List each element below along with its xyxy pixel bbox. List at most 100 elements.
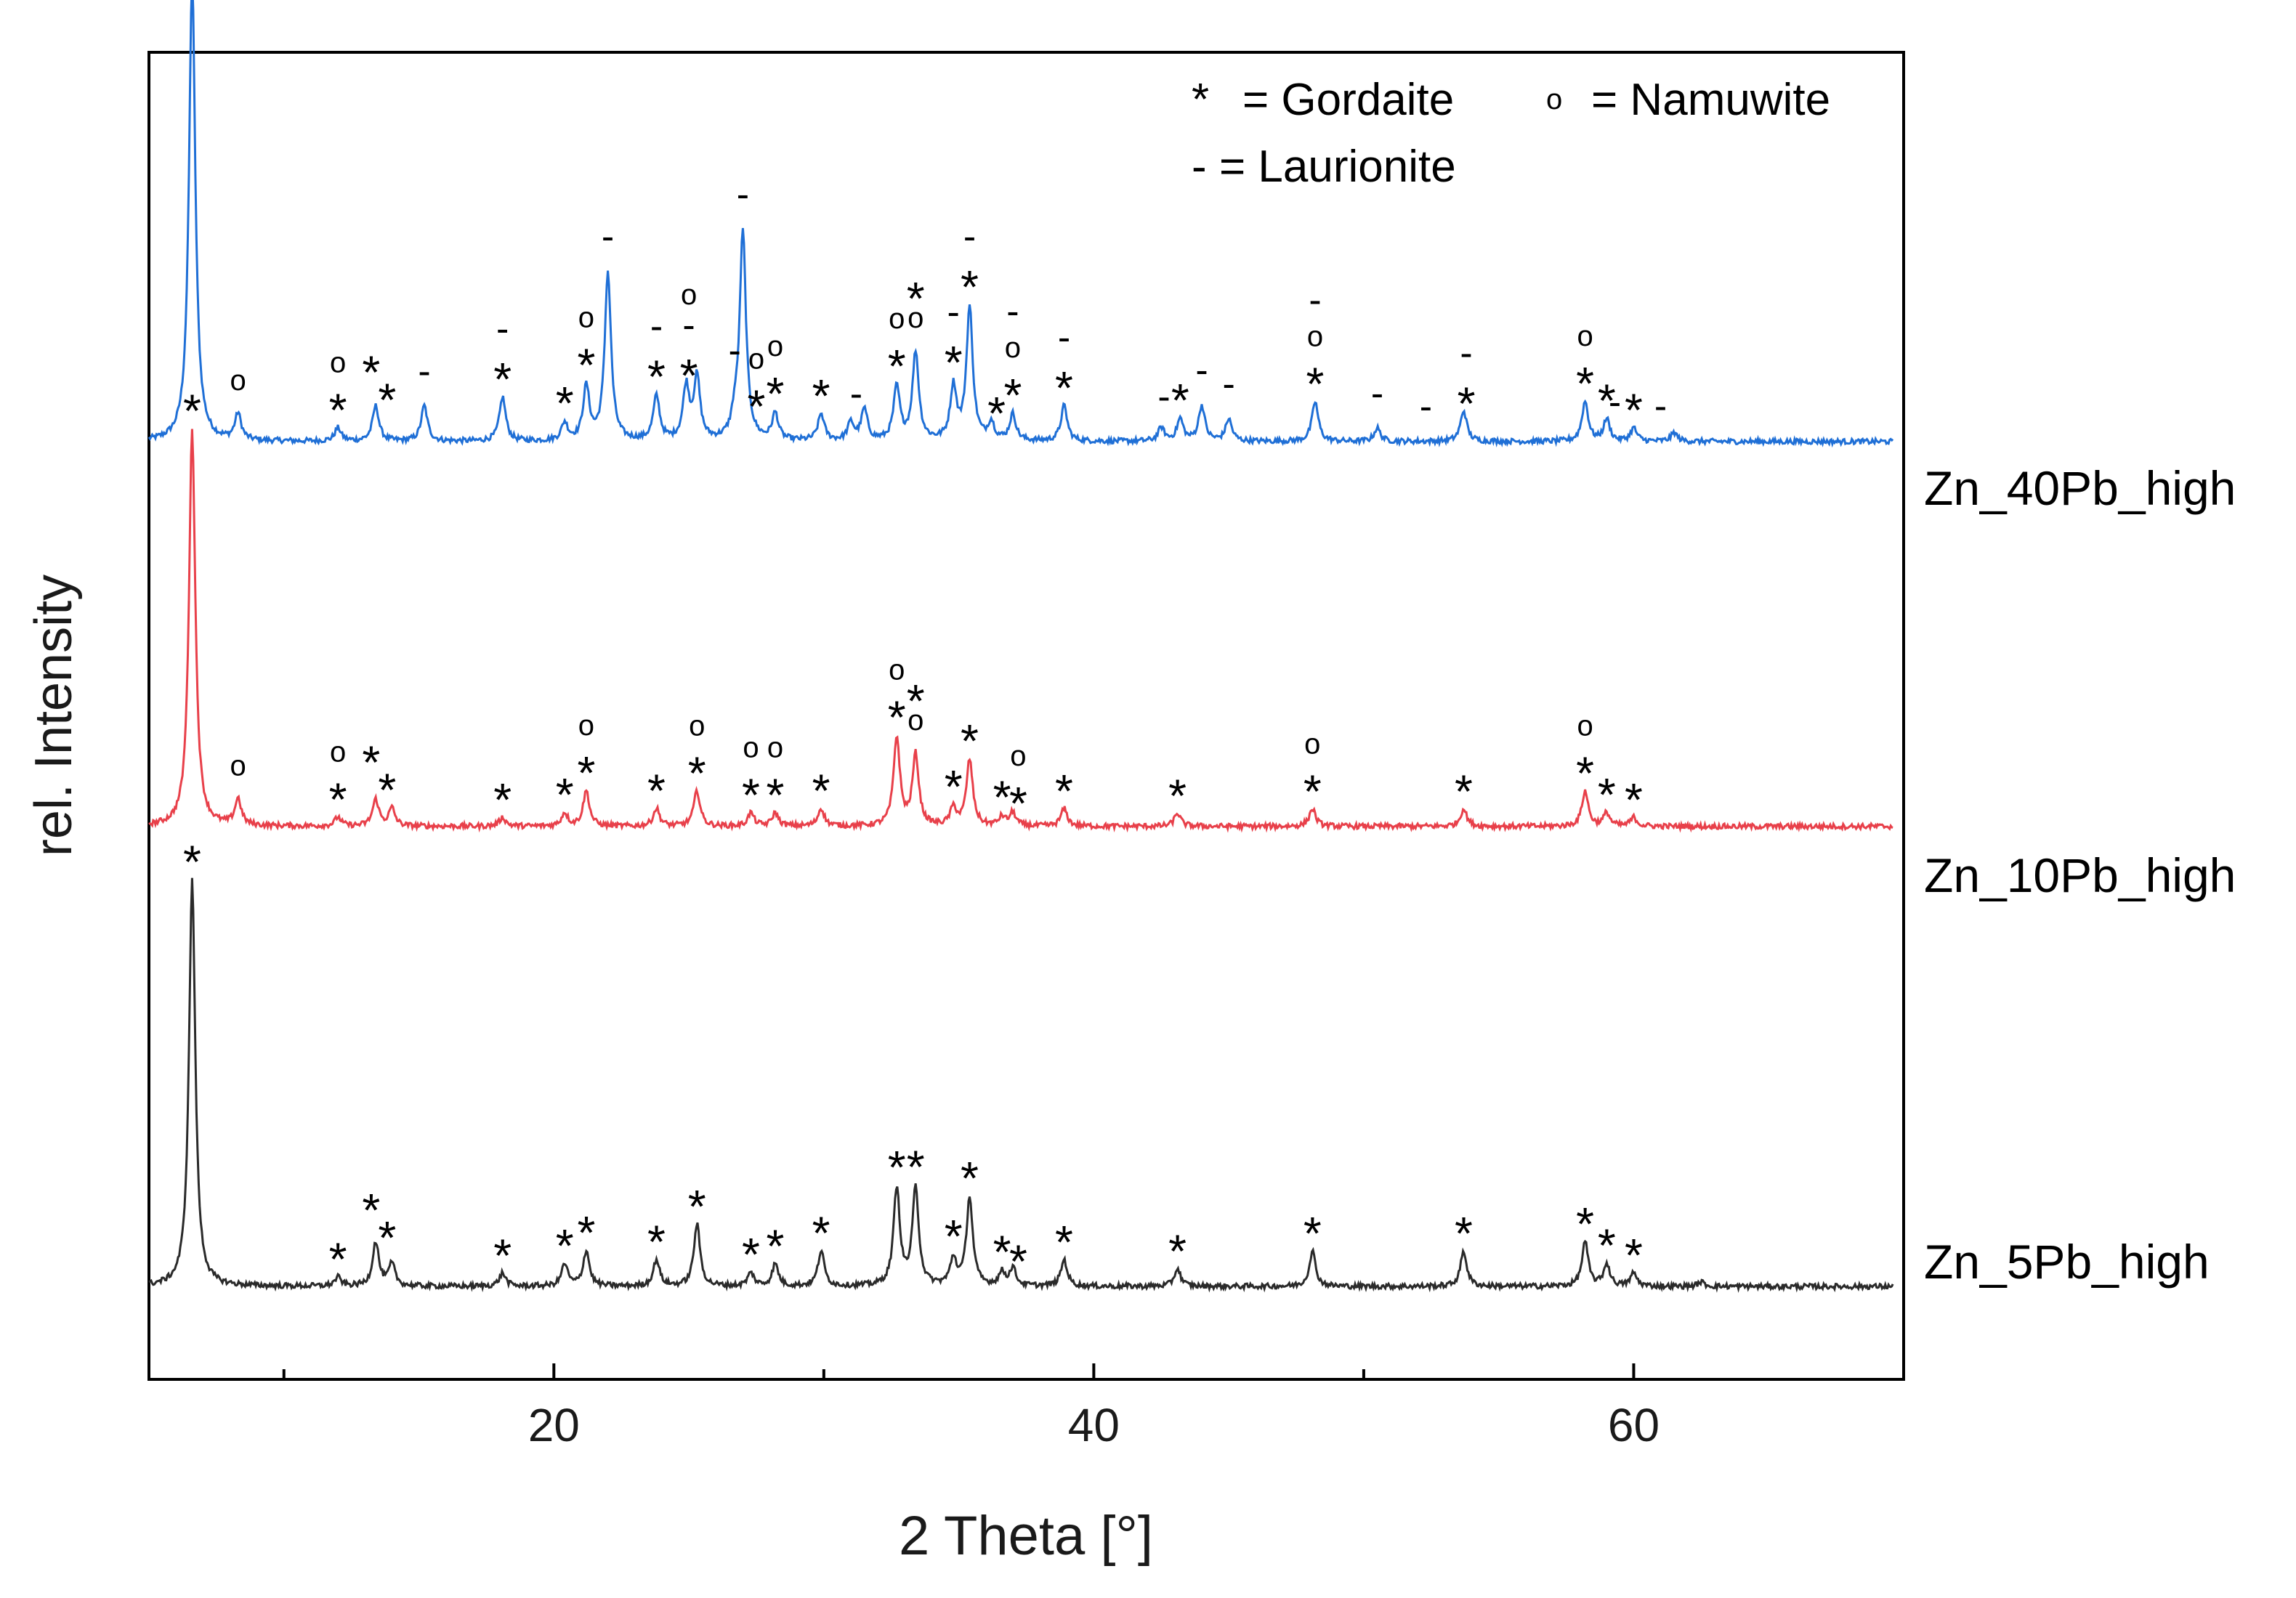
marker-s1-2-0: o [330, 737, 346, 768]
marker-s2-23-0: * [1625, 1229, 1643, 1281]
marker-s0-9-0: - [650, 306, 663, 348]
marker-s1-22-0: o [1577, 710, 1593, 742]
marker-s1-8-1: * [688, 747, 706, 799]
series-label-zn10pb: Zn_10Pb_high [1924, 848, 2236, 902]
marker-s0-12-0: - [737, 174, 749, 216]
marker-s2-9-0: * [767, 1220, 785, 1272]
marker-s0-14-0: o [767, 330, 783, 362]
marker-s0-27-0: - [1223, 363, 1235, 405]
marker-s1-2-1: * [329, 774, 347, 826]
marker-s1-24-0: * [1625, 774, 1643, 826]
marker-s0-6-0: * [556, 377, 574, 429]
marker-s1-12-1: * [888, 691, 906, 744]
marker-s0-1-0: o [230, 365, 246, 397]
marker-s2-12-0: * [907, 1141, 925, 1193]
marker-s0-33-0: * [1598, 374, 1616, 426]
legend-symbol-gordaite: * [1192, 75, 1209, 125]
marker-s0-9-1: * [647, 351, 666, 403]
marker-s0-10-2: * [680, 349, 698, 402]
marker-s0-5-0: - [496, 308, 509, 350]
series-line-1 [148, 429, 1893, 833]
marker-s2-15-0: * [993, 1226, 1011, 1278]
marker-s1-13-0: * [907, 675, 925, 727]
marker-s1-9-1: * [742, 768, 760, 821]
marker-s2-16-0: * [1009, 1236, 1027, 1288]
marker-s1-7-0: * [647, 765, 666, 817]
marker-s0-3-0: * [362, 346, 380, 399]
legend: * = Gordaite o = Namuwite - = Laurionite [1192, 75, 1830, 192]
marker-s0-34-0: - [1609, 381, 1621, 423]
marker-s2-17-0: * [1055, 1216, 1073, 1268]
marker-s0-24-0: - [1157, 376, 1170, 418]
marker-s2-0-0: * [183, 836, 201, 888]
marker-s1-3-1: * [378, 763, 396, 816]
marker-s0-7-0: o [578, 301, 594, 333]
marker-s2-4-0: * [556, 1220, 574, 1272]
marker-s0-32-0: o [1577, 320, 1593, 352]
marker-s1-5-0: * [556, 768, 574, 821]
marker-s0-10-1: - [682, 304, 695, 346]
marker-s0-15-0: * [812, 370, 830, 422]
marker-s2-6-0: * [647, 1215, 666, 1268]
marker-s1-22-1: * [1576, 747, 1594, 799]
legend-label-laurionite: = Laurionite [1219, 142, 1456, 192]
marker-s1-6-1: * [577, 747, 595, 799]
marker-s1-9-0: o [743, 731, 759, 763]
marker-s0-8-0: - [602, 216, 614, 258]
marker-s0-10-0: o [681, 279, 697, 311]
marker-s1-3-0: * [362, 736, 380, 788]
marker-s0-36-0: - [1654, 385, 1667, 427]
x-tick-label-60: 60 [1608, 1399, 1660, 1451]
marker-s2-8-0: * [742, 1228, 760, 1281]
marker-s2-21-0: * [1576, 1198, 1594, 1250]
marker-s0-31-0: - [1460, 332, 1472, 374]
marker-s0-25-0: * [1171, 374, 1189, 426]
marker-s1-8-0: o [689, 710, 705, 742]
marker-s0-28-1: o [1307, 321, 1323, 353]
marker-s0-23-0: - [1058, 317, 1070, 359]
x-tick-label-20: 20 [528, 1399, 580, 1451]
marker-s2-20-0: * [1455, 1207, 1473, 1260]
marker-s2-18-0: * [1168, 1225, 1187, 1278]
marker-s0-19-0: - [947, 291, 960, 333]
marker-s0-2-1: * [329, 384, 347, 436]
marker-s1-19-0: * [1168, 769, 1187, 822]
legend-label-gordaite: = Gordaite [1242, 75, 1454, 125]
marker-s2-1-0: * [329, 1233, 347, 1286]
marker-s2-19-0: * [1303, 1207, 1322, 1260]
marker-s1-20-1: * [1303, 765, 1322, 817]
marker-s0-11-0: - [729, 330, 741, 372]
marker-s2-11-0: * [888, 1141, 906, 1193]
marker-s1-4-0: * [493, 774, 512, 826]
marker-s0-2-0: o [330, 346, 346, 378]
marker-s1-17-1: * [1009, 777, 1027, 830]
phase-markers: *oo***--**o*--*o-*--o*o**-o**o-*-**-o*-*… [183, 174, 1667, 1288]
marker-s0-7-1: * [577, 338, 595, 391]
marker-s0-5-1: * [493, 353, 512, 405]
marker-s0-4-0: - [418, 350, 430, 392]
marker-s2-10-0: * [812, 1206, 830, 1259]
marker-s1-17-0: o [1010, 740, 1026, 772]
series-label-zn5pb: Zn_5Pb_high [1924, 1235, 2210, 1289]
series-line-2 [148, 877, 1894, 1294]
marker-s1-15-0: * [961, 715, 979, 767]
x-axis-title: 2 Theta [°] [899, 1505, 1153, 1567]
marker-s0-19-1: * [945, 336, 963, 389]
series-layer [147, 0, 1894, 1294]
marker-s0-14-1: * [767, 368, 785, 420]
legend-symbol-laurionite: - [1192, 142, 1207, 192]
marker-s1-12-0: o [889, 654, 905, 686]
x-axis-ticks: 20 40 60 [282, 1363, 1660, 1451]
marker-s0-17-1: * [888, 340, 906, 392]
marker-s0-3-1: * [378, 374, 396, 426]
marker-s1-1-0: o [230, 750, 246, 782]
marker-s1-16-0: * [993, 771, 1011, 824]
marker-s2-22-0: * [1598, 1219, 1616, 1271]
marker-s0-13-0: o [748, 344, 764, 376]
marker-s1-21-0: * [1455, 765, 1473, 817]
marker-s1-18-0: * [1055, 765, 1073, 817]
plot-frame [147, 51, 1905, 1381]
marker-s2-13-0: * [945, 1210, 963, 1262]
